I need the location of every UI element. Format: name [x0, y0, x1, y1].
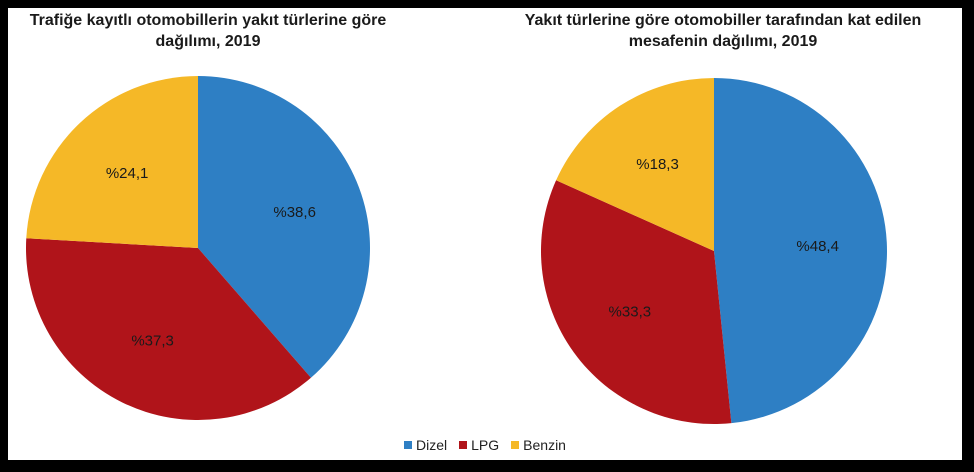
legend-swatch-dizel [404, 441, 413, 449]
legend-swatch-lpg [459, 441, 468, 449]
data-label-registered-benzin: %24,1 [106, 165, 149, 182]
data-label-registered-dizel: %38,6 [273, 204, 316, 221]
legend-item-lpg: LPG [459, 437, 499, 453]
pie-slice-registered-benzin [26, 76, 198, 248]
chart-frame: Trafiğe kayıtlı otomobillerin yakıt türl… [5, 5, 965, 463]
legend-item-benzin: Benzin [511, 437, 566, 453]
legend-label-benzin: Benzin [523, 437, 566, 453]
chart-legend: Dizel LPG Benzin [8, 437, 962, 453]
legend-swatch-benzin [511, 441, 520, 449]
legend-item-dizel: Dizel [404, 437, 447, 453]
pie-chart-registered-cars: %38,6 %37,3 %24,1 [25, 76, 370, 420]
legend-label-dizel: Dizel [416, 437, 448, 453]
pie-slice-registered-dizel [198, 76, 370, 378]
chart-title-registered-cars: Trafiğe kayıtlı otomobillerin yakıt türl… [29, 12, 387, 50]
pie-slice-registered-lpg [25, 238, 311, 420]
data-label-registered-lpg: %37,3 [131, 333, 174, 350]
chart-title-distance-travelled: Yakıt türlerine göre otomobiller tarafın… [524, 12, 922, 50]
legend-label-lpg: LPG [471, 437, 500, 453]
